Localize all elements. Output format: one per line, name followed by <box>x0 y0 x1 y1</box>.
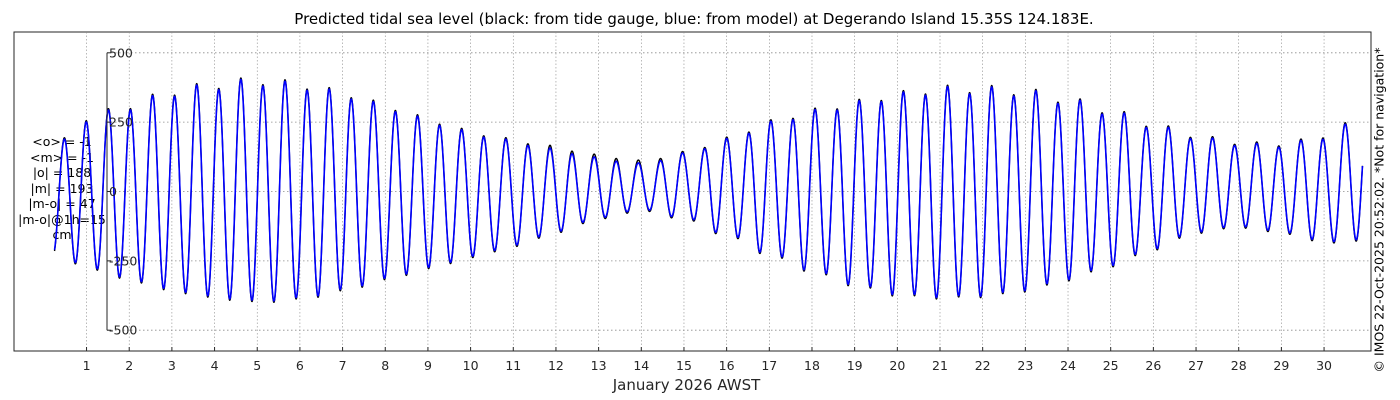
x-tick-label: 4 <box>211 358 219 373</box>
x-tick-label: 16 <box>719 358 735 373</box>
stat-mean-obs: <o> = -1 <box>32 134 92 149</box>
x-tick-label: 22 <box>975 358 991 373</box>
x-tick-label: 13 <box>591 358 607 373</box>
grid <box>86 32 1371 351</box>
x-tick-label: 14 <box>633 358 649 373</box>
x-tick-label: 26 <box>1145 358 1161 373</box>
x-tick-label: 24 <box>1060 358 1076 373</box>
x-tick-label: 23 <box>1017 358 1033 373</box>
x-tick-label: 6 <box>296 358 304 373</box>
x-tick-label: 8 <box>381 358 389 373</box>
x-tick-label: 1 <box>83 358 91 373</box>
statistics-panel: <o> = -1 <m> = -1 |o| = 188 |m| = 193 |m… <box>16 134 108 243</box>
x-tick-label: 30 <box>1316 358 1332 373</box>
x-axis: 1 2 3 4 5 6 7 8 9 10 11 12 13 14 15 16 17 18 19 20 21 22 23 24 2… <box>83 347 1332 373</box>
stat-amp-model: |m| = 193 <box>30 180 94 196</box>
x-tick-label: 10 <box>463 358 479 373</box>
x-tick-label: 19 <box>847 358 863 373</box>
y-tick-label: 500 <box>109 45 133 60</box>
chart-title: Predicted tidal sea level (black: from t… <box>294 10 1094 28</box>
stat-abs-diff-1h: |m-o|@1h=15 <box>18 211 106 227</box>
plot-frame <box>13 31 1372 352</box>
x-tick-label: 29 <box>1273 358 1289 373</box>
x-tick-label: 2 <box>125 358 133 373</box>
series-line-tide-gauge <box>53 77 1364 304</box>
x-tick-label: 28 <box>1231 358 1247 373</box>
x-tick-label: 17 <box>761 358 777 373</box>
x-tick-label: 12 <box>548 358 564 373</box>
x-tick-label: 21 <box>932 358 948 373</box>
x-tick-label: 11 <box>505 358 521 373</box>
x-tick-label: 15 <box>676 358 692 373</box>
y-tick-label: -250 <box>109 253 137 268</box>
x-axis-label: January 2026 AWST <box>612 376 761 394</box>
x-tick-label: 7 <box>339 358 347 373</box>
x-tick-label: 27 <box>1188 358 1204 373</box>
x-tick-label: 18 <box>804 358 820 373</box>
x-tick-label: 3 <box>168 358 176 373</box>
x-tick-label: 20 <box>889 358 905 373</box>
y-axis: -500 -250 0 250 500 <box>106 45 137 338</box>
x-tick-label: 9 <box>424 358 432 373</box>
series-layer <box>53 77 1364 304</box>
y-tick-label: 0 <box>109 184 117 199</box>
y-tick-label: 250 <box>109 115 133 130</box>
y-tick-label: -500 <box>109 323 137 338</box>
x-tick-label: 5 <box>253 358 261 373</box>
stat-amp-obs: |o| = 188 <box>32 165 92 180</box>
stat-abs-diff: |m-o| = 47 <box>28 196 96 211</box>
x-tick-label: 25 <box>1103 358 1119 373</box>
series-line-model <box>53 78 1364 302</box>
